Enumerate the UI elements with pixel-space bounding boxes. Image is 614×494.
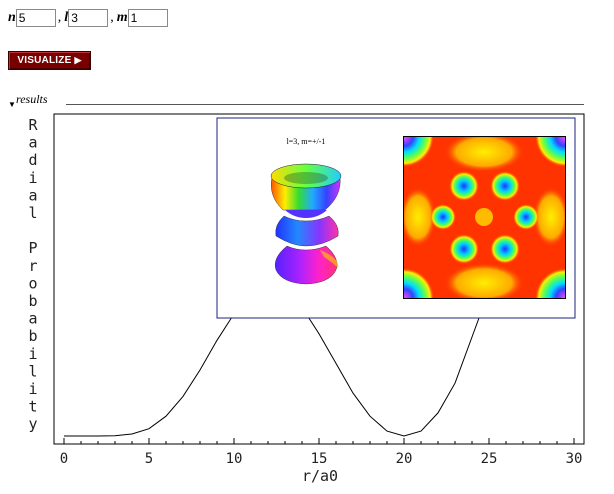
y-axis-label-char: o <box>28 274 37 292</box>
y-axis-label-char: l <box>28 362 37 380</box>
results-divider <box>66 104 584 105</box>
y-axis-label-char: d <box>28 151 37 169</box>
y-axis-label-char: R <box>28 116 38 134</box>
y-axis-label-char: i <box>28 380 37 398</box>
y-axis-label-char: b <box>28 327 37 345</box>
y-axis-label-char <box>28 222 37 240</box>
x-axis-tick-labels: 0 5 10 15 20 25 30 <box>60 451 583 467</box>
y-axis-label-char: i <box>28 169 37 187</box>
f-orbital-3d-icon <box>270 163 342 285</box>
orbital-inset: l=3, m=+/-1 <box>216 117 576 319</box>
play-arrow-icon: ▶ <box>74 55 82 65</box>
l-label: l <box>64 10 69 25</box>
n-label: n <box>8 10 16 25</box>
y-axis-label-char: a <box>28 310 37 328</box>
y-axis-label-char: b <box>28 292 37 310</box>
y-axis-label-char: a <box>28 134 37 152</box>
x-tick-label: 30 <box>566 451 583 467</box>
collapse-triangle-icon[interactable]: ▼ <box>8 100 16 109</box>
inset-caption: l=3, m=+/-1 <box>287 137 326 146</box>
m-label: m <box>116 10 128 25</box>
m-input[interactable] <box>127 9 168 27</box>
separator: , <box>57 10 62 25</box>
results-header[interactable]: ▼ results <box>8 92 584 109</box>
y-axis-label-char: a <box>28 186 37 204</box>
x-tick-label: 10 <box>226 451 243 467</box>
y-axis-label-char: t <box>28 398 37 416</box>
x-axis-ticks <box>63 438 575 444</box>
x-tick-label: 15 <box>311 451 328 467</box>
y-axis-label-char: y <box>28 415 37 433</box>
l-input[interactable] <box>68 9 109 27</box>
quantum-number-inputs: n , l , m <box>8 8 168 28</box>
separator: , <box>110 10 114 25</box>
density-map-frame <box>403 136 566 299</box>
y-axis-label-char: i <box>28 345 37 363</box>
y-axis-label-char: r <box>28 257 37 275</box>
x-tick-label: 5 <box>145 451 153 467</box>
n-input[interactable] <box>15 9 56 27</box>
visualize-button[interactable]: VISUALIZE ▶ <box>8 51 91 70</box>
y-axis-label-char: P <box>28 239 37 257</box>
x-tick-label: 0 <box>60 451 68 467</box>
x-axis-label: r/a0 <box>302 467 338 485</box>
y-axis-label-char: l <box>28 204 37 222</box>
x-tick-label: 25 <box>481 451 498 467</box>
visualize-label: VISUALIZE <box>17 55 72 66</box>
probability-density-map-icon <box>404 137 565 298</box>
x-tick-label: 20 <box>396 451 413 467</box>
results-label: results <box>16 92 48 106</box>
